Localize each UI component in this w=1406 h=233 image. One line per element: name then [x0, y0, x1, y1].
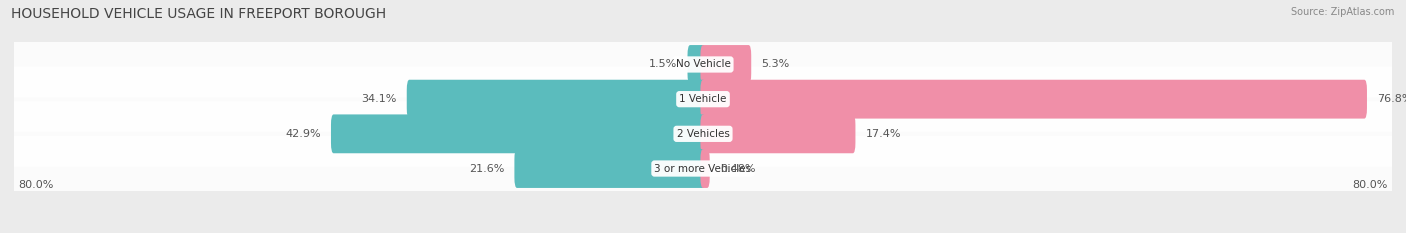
FancyBboxPatch shape: [330, 114, 706, 153]
FancyBboxPatch shape: [515, 149, 706, 188]
Text: 80.0%: 80.0%: [1353, 180, 1388, 190]
Text: 1.5%: 1.5%: [650, 59, 678, 69]
Text: 76.8%: 76.8%: [1378, 94, 1406, 104]
Text: 21.6%: 21.6%: [468, 164, 505, 174]
Text: 17.4%: 17.4%: [866, 129, 901, 139]
FancyBboxPatch shape: [700, 114, 855, 153]
FancyBboxPatch shape: [406, 80, 706, 119]
Text: No Vehicle: No Vehicle: [675, 59, 731, 69]
Text: Source: ZipAtlas.com: Source: ZipAtlas.com: [1291, 7, 1395, 17]
FancyBboxPatch shape: [700, 80, 1367, 119]
FancyBboxPatch shape: [700, 45, 751, 84]
Text: 1 Vehicle: 1 Vehicle: [679, 94, 727, 104]
Text: 3 or more Vehicles: 3 or more Vehicles: [654, 164, 752, 174]
Text: 34.1%: 34.1%: [361, 94, 396, 104]
FancyBboxPatch shape: [10, 32, 1396, 97]
FancyBboxPatch shape: [688, 45, 706, 84]
Text: 5.3%: 5.3%: [762, 59, 790, 69]
Text: 2 Vehicles: 2 Vehicles: [676, 129, 730, 139]
Text: HOUSEHOLD VEHICLE USAGE IN FREEPORT BOROUGH: HOUSEHOLD VEHICLE USAGE IN FREEPORT BORO…: [11, 7, 387, 21]
FancyBboxPatch shape: [10, 67, 1396, 132]
Text: 42.9%: 42.9%: [285, 129, 321, 139]
Text: 80.0%: 80.0%: [18, 180, 53, 190]
FancyBboxPatch shape: [10, 136, 1396, 201]
Text: 0.48%: 0.48%: [720, 164, 755, 174]
FancyBboxPatch shape: [700, 149, 710, 188]
FancyBboxPatch shape: [10, 101, 1396, 166]
